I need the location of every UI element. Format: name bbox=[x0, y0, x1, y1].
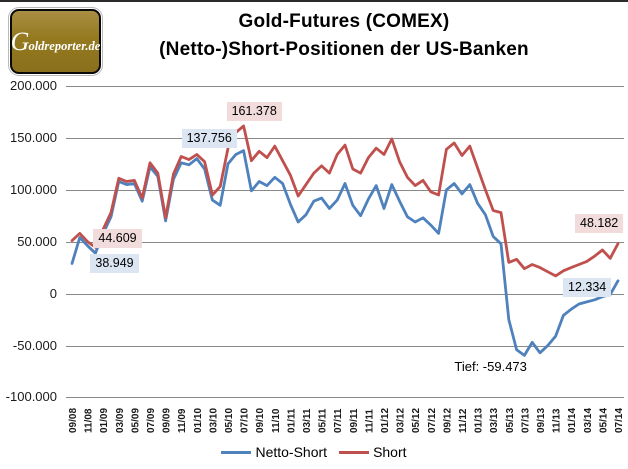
x-tick-label: 01/12 bbox=[380, 408, 391, 433]
y-axis-label: 100.000 bbox=[10, 181, 57, 197]
x-tick-label: 11/11 bbox=[364, 409, 375, 433]
x-tick-label: 03/14 bbox=[583, 408, 594, 433]
x-tick-label: 03/11 bbox=[302, 408, 313, 433]
logo-letter-g: G bbox=[10, 26, 30, 56]
x-tick-label: 09/11 bbox=[349, 408, 360, 433]
annotation-tief: Tief: -59.473 bbox=[454, 359, 527, 375]
goldreporter-logo-text: Goldreporter.de bbox=[10, 26, 101, 56]
x-tick-label: 09/12 bbox=[442, 408, 453, 433]
legend: Netto-Short Short bbox=[0, 440, 628, 464]
x-tick-label: 03/10 bbox=[208, 408, 219, 433]
x-tick-label: 07/09 bbox=[146, 408, 157, 433]
x-tick-label: 03/12 bbox=[396, 408, 407, 433]
x-tick-label: 07/10 bbox=[240, 408, 251, 433]
legend-label: Short bbox=[373, 444, 407, 460]
chart-title: Gold-Futures (COMEX) (Netto-)Short-Posit… bbox=[70, 8, 618, 64]
data-label-netto-dec08: 38.949 bbox=[90, 254, 139, 274]
x-tick-label: 01/13 bbox=[474, 408, 485, 433]
top-border-line bbox=[0, 0, 628, 2]
legend-item-short: Short bbox=[339, 444, 407, 460]
x-tick-label: 07/14 bbox=[614, 408, 625, 433]
logo-rest: oldreporter.de bbox=[28, 38, 101, 53]
x-tick-label: 09/09 bbox=[162, 408, 173, 433]
goldreporter-logo: Goldreporter.de bbox=[10, 9, 101, 74]
series-line-short bbox=[70, 124, 620, 278]
x-tick-label: 09/08 bbox=[68, 408, 79, 433]
chart-title-line2: (Netto-)Short-Positionen der US-Banken bbox=[159, 39, 529, 60]
y-axis-label: 150.000 bbox=[10, 129, 57, 145]
legend-item-netto-short: Netto-Short bbox=[221, 444, 327, 460]
x-tick-label: 05/13 bbox=[505, 408, 516, 433]
x-tick-label: 01/10 bbox=[193, 408, 204, 433]
x-tick-label: 09/10 bbox=[255, 408, 266, 433]
x-tick-label: 07/13 bbox=[520, 408, 531, 433]
series-line-netto-short bbox=[70, 149, 620, 357]
data-label-short-dec08: 44.609 bbox=[93, 229, 142, 249]
x-tick-label: 11/13 bbox=[552, 408, 563, 433]
x-tick-label: 03/09 bbox=[115, 408, 126, 433]
legend-label: Netto-Short bbox=[255, 444, 328, 460]
x-tick-label: 05/14 bbox=[598, 408, 609, 433]
x-tick-label: 11/10 bbox=[271, 408, 282, 433]
y-axis-label: 50.000 bbox=[17, 233, 57, 249]
x-tick-label: 05/11 bbox=[318, 408, 329, 433]
x-tick-label: 01/09 bbox=[99, 408, 110, 433]
x-tick-label: 01/14 bbox=[567, 408, 578, 433]
x-tick-label: 07/12 bbox=[427, 408, 438, 433]
y-axis-label: -50.000 bbox=[12, 337, 57, 353]
y-axis-label: 200.000 bbox=[10, 77, 57, 93]
x-tick-label: 09/13 bbox=[536, 408, 547, 433]
x-tick-label: 05/10 bbox=[224, 408, 235, 433]
data-label-short-peak: 161.378 bbox=[226, 102, 282, 122]
chart-title-line1: Gold-Futures (COMEX) bbox=[238, 11, 450, 32]
y-axis-label: -100.000 bbox=[5, 389, 57, 405]
data-label-netto-last: 12.334 bbox=[563, 277, 612, 297]
x-tick-label: 11/12 bbox=[458, 408, 469, 433]
legend-swatch bbox=[339, 450, 370, 454]
x-tick-label: 05/09 bbox=[130, 408, 141, 433]
x-tick-label: 11/08 bbox=[84, 408, 95, 433]
legend-swatch bbox=[221, 450, 252, 454]
x-tick-label: 03/13 bbox=[489, 408, 500, 433]
x-tick-label: 11/09 bbox=[177, 408, 188, 433]
data-label-short-last: 48.182 bbox=[575, 213, 624, 233]
data-label-netto-peak: 137.756 bbox=[181, 128, 237, 148]
x-tick-label: 05/12 bbox=[411, 408, 422, 433]
y-axis-label: 0 bbox=[49, 285, 57, 301]
x-tick-label: 01/11 bbox=[286, 408, 297, 433]
x-tick-label: 07/11 bbox=[333, 408, 344, 433]
